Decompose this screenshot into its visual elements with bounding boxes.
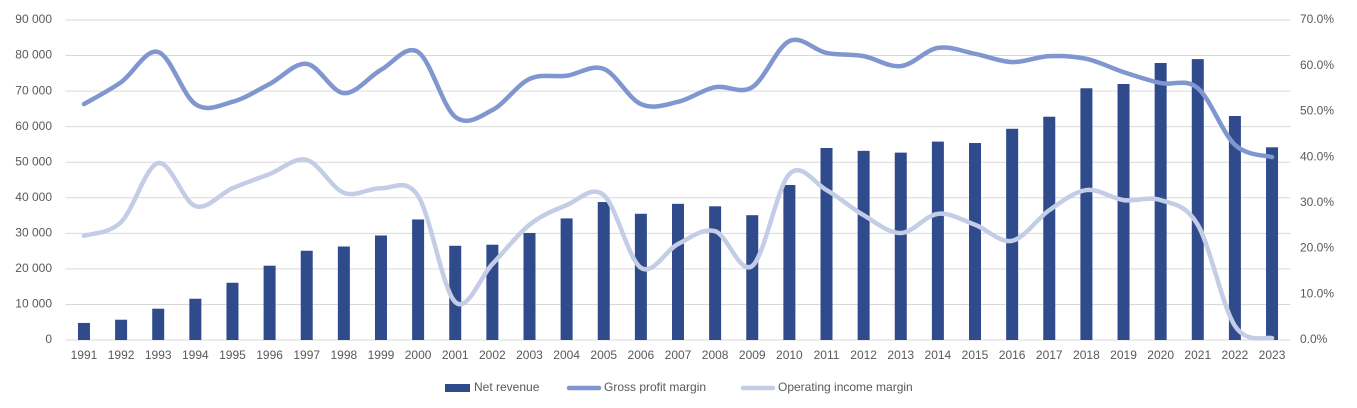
x-tick-label: 2014	[925, 348, 952, 362]
bar	[931, 141, 944, 340]
x-tick-label: 2019	[1110, 348, 1137, 362]
x-tick-label: 2020	[1147, 348, 1174, 362]
x-tick-label: 2022	[1222, 348, 1249, 362]
line	[81, 37, 1275, 160]
x-tick-label: 1991	[71, 348, 98, 362]
bar	[115, 319, 128, 340]
y-tick-label: 50 000	[15, 154, 52, 168]
line	[81, 157, 1275, 341]
y2-tick-label: 20.0%	[1300, 241, 1334, 255]
legend-swatch	[445, 384, 470, 392]
x-tick-label: 2003	[516, 348, 543, 362]
bar	[1006, 128, 1019, 340]
y2-tick-label: 0.0%	[1300, 332, 1328, 346]
y-tick-label: 70 000	[15, 83, 52, 97]
bar	[709, 206, 722, 340]
bar	[672, 203, 684, 340]
y2-tick-label: 30.0%	[1300, 195, 1334, 209]
x-tick-label: 2006	[628, 348, 655, 362]
bar	[449, 245, 462, 340]
y2-tick-label: 60.0%	[1300, 58, 1334, 72]
bar	[1043, 116, 1056, 340]
y-tick-label: 80 000	[15, 48, 52, 62]
x-tick-label: 2021	[1184, 348, 1211, 362]
x-tick-label: 2023	[1259, 348, 1286, 362]
x-tick-label: 2007	[665, 348, 692, 362]
bar	[746, 215, 759, 340]
bar	[226, 282, 239, 340]
bar	[969, 143, 982, 340]
bar	[300, 250, 313, 340]
bar	[1080, 88, 1093, 341]
x-tick-label: 2000	[405, 348, 432, 362]
x-tick-label: 2005	[590, 348, 617, 362]
x-tick-label: 2002	[479, 348, 506, 362]
x-tick-label: 1999	[368, 348, 395, 362]
legend-label: Operating income margin	[778, 380, 913, 394]
y-tick-label: 40 000	[15, 190, 52, 204]
x-tick-label: 2013	[887, 348, 914, 362]
bar	[1117, 84, 1130, 340]
legend-label: Net revenue	[474, 380, 540, 394]
x-tick-label: 1997	[293, 348, 320, 362]
x-tick-label: 1995	[219, 348, 246, 362]
x-tick-label: 1993	[145, 348, 172, 362]
x-tick-label: 2015	[962, 348, 989, 362]
bar	[783, 184, 796, 340]
bar	[1228, 116, 1241, 340]
x-tick-label: 1992	[108, 348, 135, 362]
x-tick-label: 2001	[442, 348, 469, 362]
x-tick-label: 1998	[331, 348, 358, 362]
bar	[1266, 147, 1279, 340]
bar	[597, 202, 610, 340]
x-tick-label: 2008	[702, 348, 729, 362]
bar	[77, 322, 90, 340]
y-tick-label: 30 000	[15, 226, 52, 240]
bar	[560, 218, 573, 340]
x-tick-label: 2016	[999, 348, 1026, 362]
x-tick-label: 2018	[1073, 348, 1100, 362]
x-tick-label: 1994	[182, 348, 209, 362]
y2-tick-label: 10.0%	[1300, 286, 1334, 300]
x-tick-label: 2017	[1036, 348, 1063, 362]
y2-tick-label: 50.0%	[1300, 104, 1334, 118]
bar	[523, 232, 536, 340]
y-tick-label: 90 000	[15, 12, 52, 26]
y-tick-label: 60 000	[15, 119, 52, 133]
bar	[857, 150, 870, 340]
legend-label: Gross profit margin	[604, 380, 706, 394]
x-tick-label: 2004	[553, 348, 580, 362]
x-tick-label: 2011	[814, 348, 840, 362]
x-tick-label: 2009	[739, 348, 766, 362]
bar	[152, 308, 165, 340]
bar	[894, 152, 907, 340]
bar	[634, 213, 647, 340]
y-tick-label: 0	[45, 332, 52, 346]
y-tick-label: 10 000	[15, 297, 52, 311]
x-tick-label: 2010	[776, 348, 803, 362]
bar	[189, 298, 202, 340]
bar	[263, 265, 276, 340]
bar	[820, 148, 833, 340]
y2-tick-label: 40.0%	[1300, 149, 1334, 163]
x-tick-label: 2012	[850, 348, 877, 362]
bar	[374, 235, 387, 340]
bar	[1191, 59, 1204, 340]
bar	[337, 246, 350, 340]
y-tick-label: 20 000	[15, 261, 52, 275]
bar	[412, 219, 425, 340]
y2-tick-label: 70.0%	[1300, 12, 1334, 26]
x-tick-label: 1996	[256, 348, 283, 362]
